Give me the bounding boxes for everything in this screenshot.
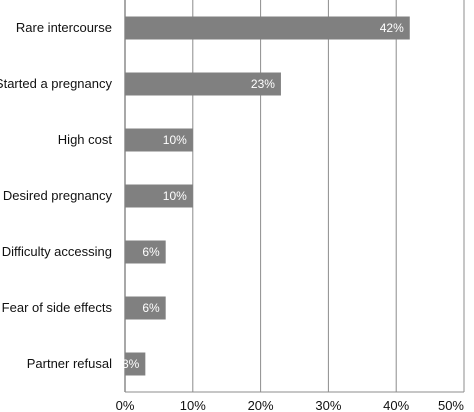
bar-2	[125, 128, 193, 152]
category-label-3: Desired pregnancy	[3, 188, 113, 203]
x-tick-label-2: 20%	[248, 398, 274, 412]
x-tick-label-5: 50%	[438, 398, 464, 412]
bar-value-label-0: 42%	[380, 21, 404, 35]
x-tick-label-3: 30%	[315, 398, 341, 412]
category-label-6: Partner refusal	[27, 356, 112, 371]
bar-value-label-6: 3%	[122, 357, 140, 371]
bar-5	[125, 296, 166, 320]
bar-value-label-4: 6%	[142, 245, 160, 259]
bar-value-label-2: 10%	[163, 133, 187, 147]
bar-value-label-5: 6%	[142, 301, 160, 315]
x-tick-labels: 0% 10% 20% 30% 40% 50%	[116, 398, 465, 412]
category-label-5: Fear of side effects	[2, 300, 113, 315]
category-label-2: High cost	[58, 132, 113, 147]
bar-4	[125, 240, 166, 264]
bars: 42% 23% 10% 10% 6% 6% 3%	[122, 16, 410, 376]
bar-value-label-1: 23%	[251, 77, 275, 91]
bar-0	[125, 16, 410, 40]
category-labels: Rare intercourse Started a pregnancy High …	[0, 20, 112, 371]
bar-value-label-3: 10%	[163, 189, 187, 203]
category-label-0: Rare intercourse	[16, 20, 112, 35]
x-tick-label-0: 0%	[116, 398, 135, 412]
gridlines	[124, 0, 465, 393]
x-tick-label-4: 40%	[383, 398, 409, 412]
x-tick-label-1: 10%	[180, 398, 206, 412]
bar-6	[125, 352, 146, 376]
bar-3	[125, 184, 193, 208]
bar-1	[125, 72, 281, 96]
category-label-4: Difficulty accessing	[2, 244, 112, 259]
category-label-1: Started a pregnancy	[0, 76, 112, 91]
